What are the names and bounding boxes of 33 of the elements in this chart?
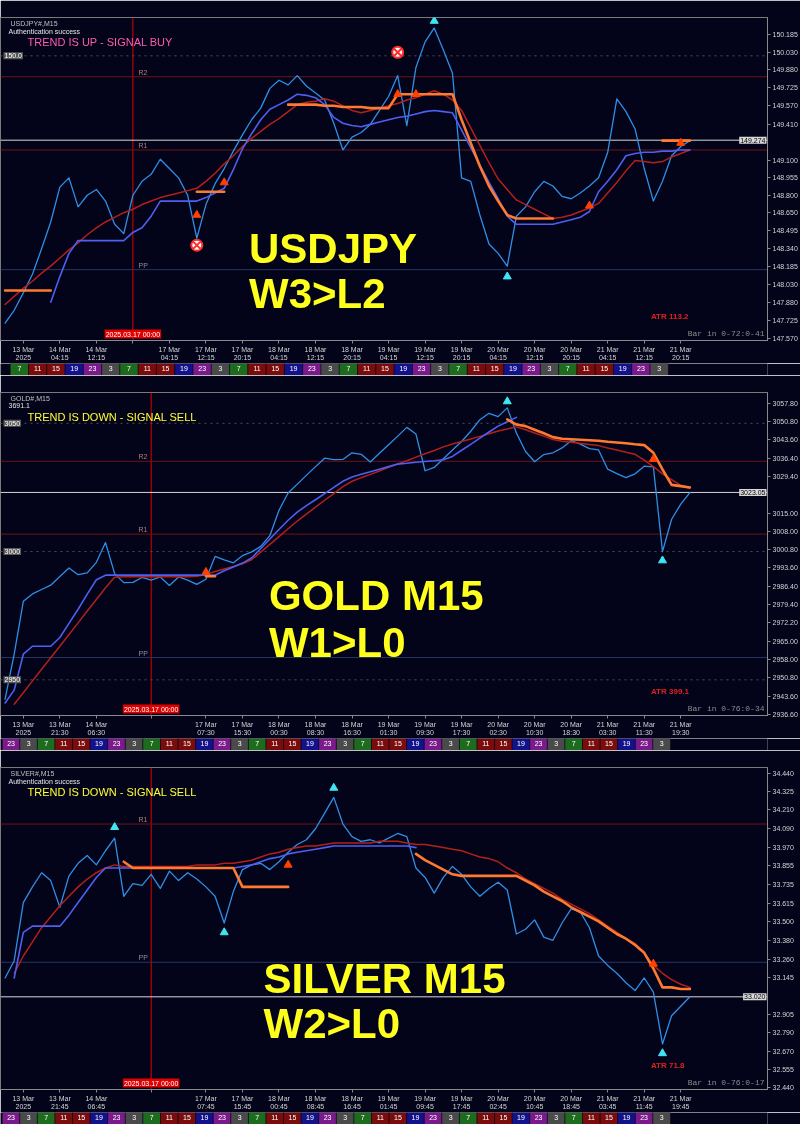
annotation: Bar in 0-76:0-34 <box>687 703 765 713</box>
annotation: ATR 113.2 <box>650 311 690 321</box>
point <box>110 822 120 830</box>
annotation: SILVER M15 <box>263 954 506 1002</box>
point <box>676 137 686 146</box>
point <box>192 209 202 218</box>
annotation: W1>L0 <box>268 619 406 667</box>
annotation: W3>L2 <box>249 270 386 318</box>
annotation: ATR 71.8 <box>650 1060 686 1070</box>
point <box>219 177 229 186</box>
point <box>502 396 512 405</box>
point <box>201 566 211 575</box>
annotation: GOLD M15 <box>268 572 484 620</box>
point <box>502 271 512 280</box>
point <box>648 454 658 463</box>
annotation: ATR 399.1 <box>650 686 690 696</box>
annotation: USDJPY <box>249 224 418 272</box>
annotation: Bar in 0-72:0-41 <box>687 328 765 338</box>
point <box>393 89 403 97</box>
annotation: Bar in 0-76:0-17 <box>687 1077 765 1087</box>
line-series <box>4 796 691 1045</box>
point <box>657 1048 667 1057</box>
point <box>283 859 293 868</box>
point <box>584 200 594 209</box>
annotation: W2>L0 <box>263 999 401 1047</box>
point <box>329 782 339 791</box>
point <box>648 958 658 967</box>
annotation: TREND IS UP - SIGNAL BUY <box>27 35 174 48</box>
point <box>429 17 439 24</box>
line-series <box>4 27 691 324</box>
point <box>657 555 667 564</box>
point <box>219 927 229 936</box>
point <box>411 89 421 97</box>
